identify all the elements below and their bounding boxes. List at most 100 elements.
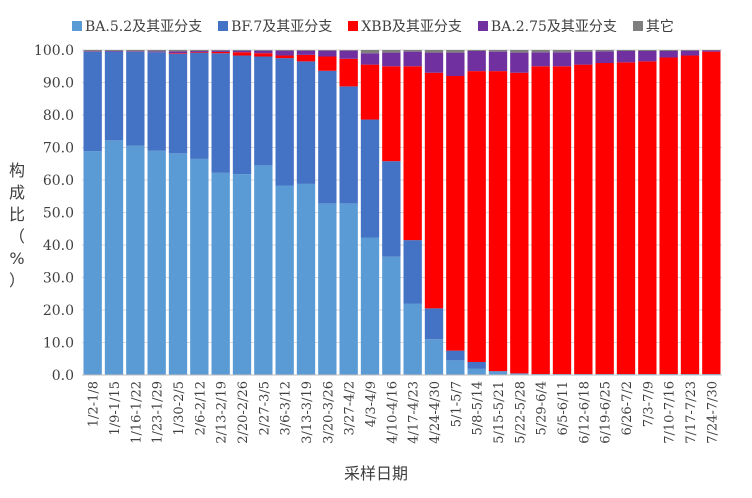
y-tick-label: 100.0: [34, 43, 74, 59]
bar-segment-1: [403, 303, 422, 375]
bar-segment-2: [318, 70, 337, 204]
x-tick-label: 6/5-6/11: [556, 381, 571, 436]
legend-label-other: 其它: [645, 19, 674, 35]
x-tick-label: 4/17-4/23: [407, 381, 422, 444]
bar-segment-2: [446, 350, 465, 361]
bar-segment-4: [531, 52, 550, 67]
x-tick-label: 5/1-5/7: [449, 381, 464, 427]
bar-segment-4: [168, 51, 188, 54]
bar-segment-5: [659, 50, 678, 51]
y-tick-label: 20.0: [43, 303, 74, 319]
bar-segment-4: [659, 50, 678, 58]
x-tick-label: 6/12-6/18: [577, 381, 592, 444]
y-tick-label: 30.0: [43, 271, 74, 287]
bar-segment-3: [232, 52, 252, 56]
bar-segment-2: [424, 308, 444, 340]
bar-segment-4: [190, 50, 209, 52]
x-tick-label: 2/20-2/26: [236, 381, 251, 444]
legend-swatch-xbb: [348, 21, 359, 31]
bar-segment-3: [296, 54, 316, 62]
bar-segment-3: [424, 72, 444, 309]
bar-segment-2: [360, 119, 380, 238]
bar-segment-2: [83, 51, 102, 152]
y-tick-label: 70.0: [43, 141, 74, 157]
x-tick-label: 2/27-3/5: [257, 381, 272, 436]
bar-segment-4: [147, 51, 166, 53]
bar-segment-1: [168, 153, 188, 375]
y-tick-label: 80.0: [43, 108, 74, 124]
y-axis-title-char: 构: [8, 161, 25, 180]
bar-segment-1: [211, 172, 230, 375]
bar-segment-1: [467, 368, 486, 375]
bar-segment-1: [254, 165, 273, 375]
x-tick-label: 3/20-3/26: [321, 381, 336, 444]
y-axis-title-char: （: [8, 227, 25, 246]
x-tick-label: 3/13-3/19: [300, 381, 315, 444]
bar-segment-4: [552, 52, 572, 67]
bar-segment-4: [595, 51, 614, 63]
x-tick-label: 6/19-6/25: [599, 381, 614, 444]
bar-segment-5: [531, 50, 550, 53]
bar-segment-4: [467, 50, 486, 72]
bar-segment-1: [318, 203, 337, 375]
bar-segment-1: [190, 158, 209, 375]
bar-segment-3: [254, 53, 273, 57]
x-tick-label: 5/29-6/4: [535, 381, 550, 436]
bar-segment-3: [446, 76, 465, 351]
bar-segment-3: [339, 58, 358, 87]
x-tick-label: 3/6-3/12: [279, 381, 294, 436]
legend-swatch-bf7: [218, 21, 229, 31]
chart-legend: BA.5.2及其亚分支 BF.7及其亚分支 XBB及其亚分支 BA.2.75及其…: [72, 14, 690, 38]
bar-segment-2: [339, 86, 358, 204]
legend-item-bf7: BF.7及其亚分支: [218, 16, 332, 36]
x-tick-label: 4/24-4/30: [428, 381, 443, 444]
bar-segment-3: [638, 61, 657, 375]
bar-segment-5: [403, 50, 422, 52]
bar-segment-5: [552, 50, 572, 53]
y-tick-label: 0.0: [52, 368, 74, 384]
bar-segment-2: [467, 362, 486, 369]
bar-segment-1: [446, 360, 465, 375]
bar-segment-2: [488, 371, 508, 372]
x-tick-label: 7/10-7/16: [663, 381, 678, 444]
bar-segment-2: [211, 53, 230, 173]
bar-segment-2: [254, 56, 273, 166]
x-tick-label: 5/15-5/21: [492, 381, 507, 444]
bar-segment-1: [104, 140, 124, 375]
bar-segment-4: [104, 50, 124, 52]
x-tick-label: 5/8-5/14: [471, 381, 486, 436]
bar-segment-1: [510, 373, 529, 375]
legend-label-bf7: BF.7及其亚分支: [231, 19, 333, 35]
bar-segment-4: [680, 50, 700, 56]
y-axis-title-char: 成: [8, 183, 25, 202]
bar-segment-3: [467, 71, 486, 362]
bar-segment-4: [275, 50, 294, 56]
bar-segment-5: [275, 50, 294, 51]
x-tick-label: 3/27-4/2: [343, 381, 358, 436]
bar-segment-1: [382, 256, 401, 375]
bar-segment-5: [168, 50, 188, 52]
bar-segment-4: [488, 51, 508, 72]
bar-segment-4: [296, 50, 316, 55]
x-tick-label: 1/2-1/8: [87, 381, 102, 427]
bar-segment-2: [296, 61, 316, 184]
bar-segment-3: [190, 51, 209, 53]
x-tick-label: 5/22-5/28: [513, 381, 528, 444]
bar-segment-3: [360, 64, 380, 120]
bar-segment-5: [574, 50, 593, 52]
bar-segment-1: [126, 145, 145, 375]
bar-segment-3: [616, 62, 636, 375]
bar-segment-2: [382, 161, 401, 257]
bar-segment-4: [638, 50, 657, 62]
legend-item-ba275: BA.2.75及其亚分支: [477, 16, 617, 36]
bar-segment-5: [467, 50, 486, 51]
bar-segment-5: [126, 50, 145, 52]
bar-segment-2: [104, 51, 124, 141]
legend-item-xbb: XBB及其亚分支: [348, 16, 462, 36]
bar-segment-4: [446, 52, 465, 76]
legend-item-other: 其它: [632, 16, 674, 36]
bar-segment-3: [574, 64, 593, 375]
bar-segment-3: [510, 72, 529, 374]
bar-segment-1: [147, 150, 166, 375]
bar-segment-5: [424, 50, 444, 53]
